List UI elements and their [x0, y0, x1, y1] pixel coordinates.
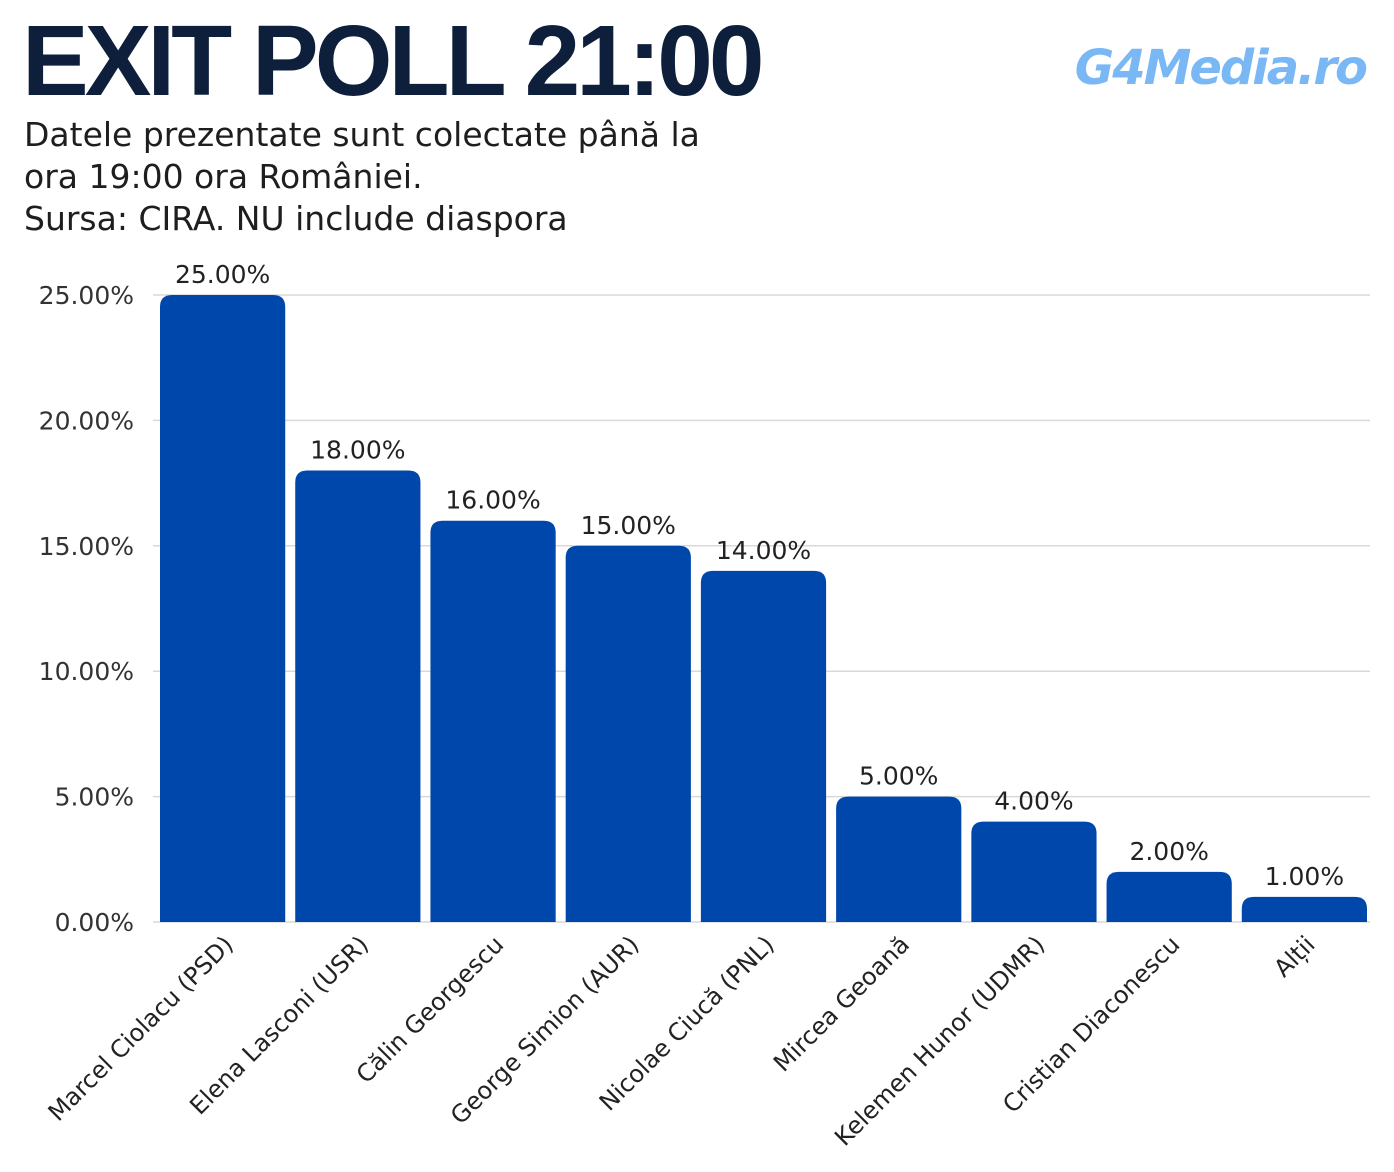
data-label: 25.00% [175, 260, 270, 289]
y-axis: 0.00% 5.00% 10.00% 15.00% 20.00% 25.00% [39, 281, 134, 937]
bar [565, 545, 691, 922]
brand-logo: G4Media.ro [1074, 40, 1368, 96]
subtitle-line: Sursa: CIRA. NU include diaspora [24, 199, 568, 238]
subtitle-line: Datele prezentate sunt colectate până la [24, 115, 700, 154]
page-title: EXIT POLL 21:00 [22, 5, 764, 117]
data-label: 18.00% [310, 436, 405, 465]
data-label: 16.00% [445, 486, 540, 515]
y-tick-label: 0.00% [55, 908, 134, 937]
data-label: 14.00% [716, 536, 811, 565]
bar [836, 796, 962, 922]
x-tick-label: Călin Georgescu [351, 930, 509, 1088]
data-label: 5.00% [859, 762, 938, 791]
bar [430, 520, 556, 922]
x-tick-label: Alții [1268, 930, 1320, 982]
y-tick-label: 20.00% [39, 406, 134, 435]
y-tick-label: 10.00% [39, 657, 134, 686]
y-tick-label: 25.00% [39, 281, 134, 310]
x-axis: Marcel Ciolacu (PSD)Elena Lasconi (USR)C… [43, 930, 1321, 1151]
y-tick-label: 5.00% [55, 783, 134, 812]
data-label: 1.00% [1265, 862, 1344, 891]
bar [1106, 871, 1232, 922]
value-labels: 25.00% 18.00% 16.00% 15.00% 14.00% 5.00% 4.00%… [175, 260, 1344, 891]
bar [700, 570, 827, 922]
bar [160, 295, 286, 922]
bar [1241, 896, 1367, 922]
bar [971, 821, 1097, 922]
data-label: 15.00% [581, 511, 676, 540]
x-tick-label: Mircea Geoană [768, 930, 915, 1077]
y-tick-label: 15.00% [39, 532, 134, 561]
data-label: 4.00% [994, 787, 1073, 816]
data-label: 2.00% [1129, 837, 1208, 866]
bar [295, 470, 421, 922]
subtitle-line: ora 19:00 ora României. [24, 157, 423, 196]
subtitle: Datele prezentate sunt colectate până la… [24, 114, 700, 240]
bars [160, 295, 1367, 922]
bar-chart: 0.00% 5.00% 10.00% 15.00% 20.00% 25.00% 25.00… [39, 260, 1370, 1151]
